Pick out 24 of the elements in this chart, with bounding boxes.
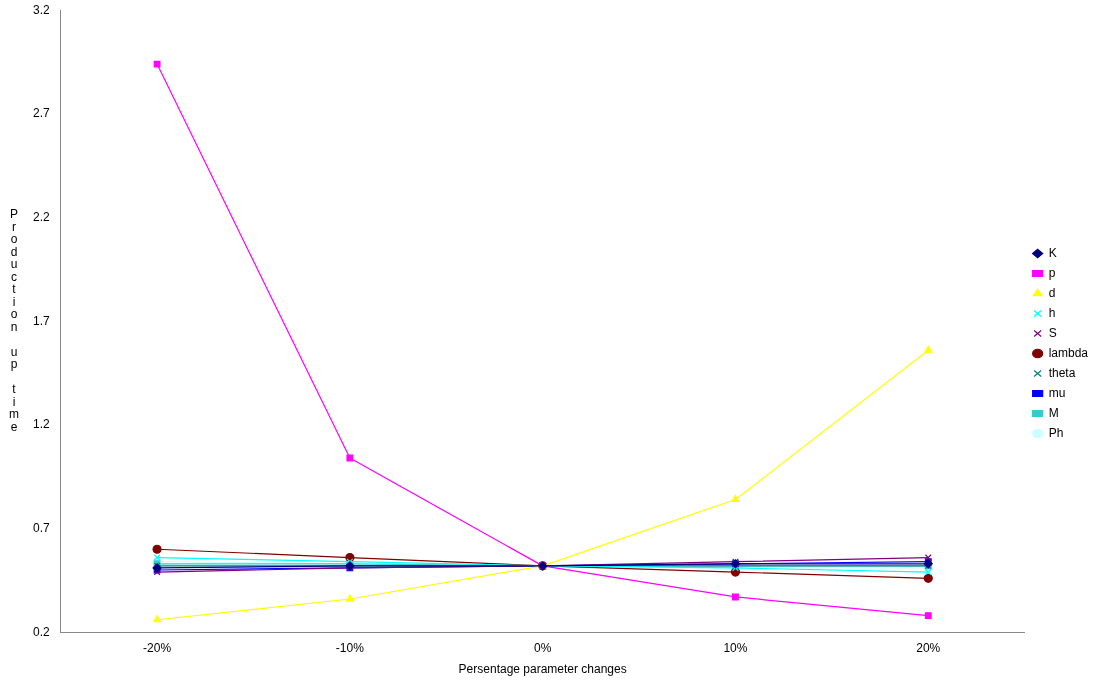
legend-label: h — [1048, 305, 1056, 320]
legend-label: Ph — [1048, 425, 1064, 440]
text: Production up time — [9, 207, 19, 434]
x-tick-label: 20% — [916, 640, 941, 655]
legend-label: S — [1048, 325, 1057, 340]
legend-label: K — [1048, 245, 1057, 260]
x-tick-label: -10% — [335, 640, 365, 655]
y-tick-label: 0.2 — [32, 624, 50, 639]
legend-label: mu — [1048, 385, 1066, 400]
x-axis-title: Persentage parameter changes — [458, 662, 627, 677]
legend-label: theta — [1048, 365, 1076, 380]
legend-label: lambda — [1048, 345, 1089, 360]
x-tick-label: 0% — [533, 640, 552, 655]
y-tick-label: 2.2 — [32, 209, 50, 224]
y-tick-label: 3.2 — [32, 2, 50, 17]
legend-label: M — [1048, 405, 1059, 420]
y-tick-label: 0.7 — [32, 520, 50, 535]
legend-label: p — [1048, 265, 1056, 280]
y-tick-label: 1.2 — [32, 417, 50, 432]
x-tick-label: 10% — [723, 640, 748, 655]
legend-label: d — [1048, 285, 1056, 300]
y-tick-label: 2.7 — [32, 106, 50, 121]
x-tick-label: -20% — [143, 640, 172, 655]
y-tick-label: 1.7 — [32, 313, 50, 328]
